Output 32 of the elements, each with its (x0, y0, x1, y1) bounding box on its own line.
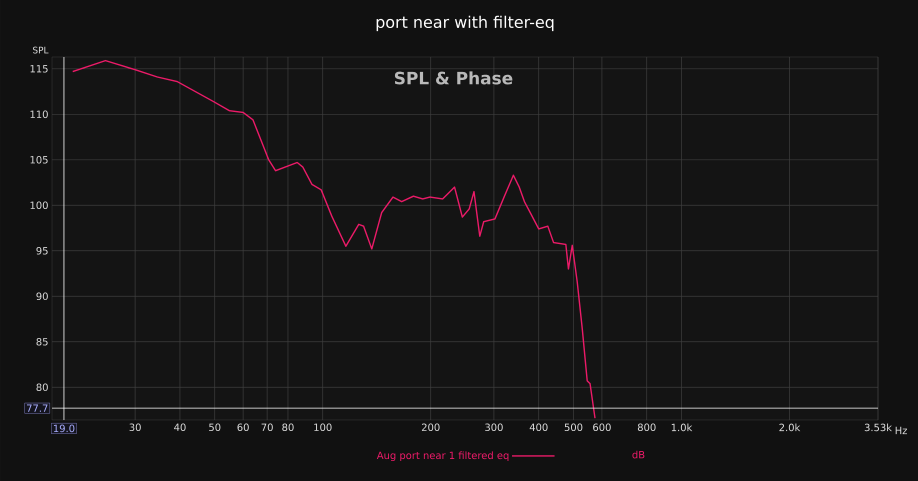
x-tick-label: 600 (593, 423, 611, 432)
x-tick-label: 70 (262, 423, 273, 432)
y-axis-title: SPL (32, 46, 48, 54)
y-tick-label: 95 (36, 246, 48, 255)
x-tick-label: 80 (282, 423, 294, 432)
y-tick-label: 90 (36, 292, 48, 300)
y-tick-label: 105 (30, 156, 48, 164)
y-tick-label: 110 (30, 110, 48, 118)
x-tick-label: 50 (209, 423, 220, 432)
x-tick-label: 800 (638, 423, 656, 432)
ref-line-label: 19.0 (54, 424, 74, 432)
x-tick-label: 200 (422, 423, 440, 432)
x-tick-label: 3.53k (864, 423, 892, 432)
x-tick-label: 40 (174, 423, 186, 432)
x-tick-label: 30 (130, 423, 141, 432)
x-tick-label: 2.0k (779, 423, 800, 432)
x-tick-label: 100 (314, 423, 332, 432)
x-tick-label: 500 (564, 423, 582, 432)
y-tick-label: 100 (30, 202, 48, 210)
text: dB (632, 450, 644, 458)
ref-line-label: 77.7 (26, 404, 48, 412)
legend-label: Aug port near 1 filtered eq (376, 451, 508, 462)
x-tick-label: 300 (485, 423, 503, 432)
x-axis-title: Hz (896, 426, 908, 434)
x-tick-label: 1.0k (672, 423, 692, 432)
chart-title: port near with filter-eq (376, 16, 554, 32)
y-tick-label: 115 (30, 65, 48, 73)
x-tick-label: 60 (237, 423, 249, 432)
x-tick-label: 400 (530, 423, 548, 432)
annotation: SPL & Phase (394, 71, 512, 84)
y-tick-label: 85 (36, 338, 48, 346)
y-tick-label: 80 (36, 383, 48, 391)
